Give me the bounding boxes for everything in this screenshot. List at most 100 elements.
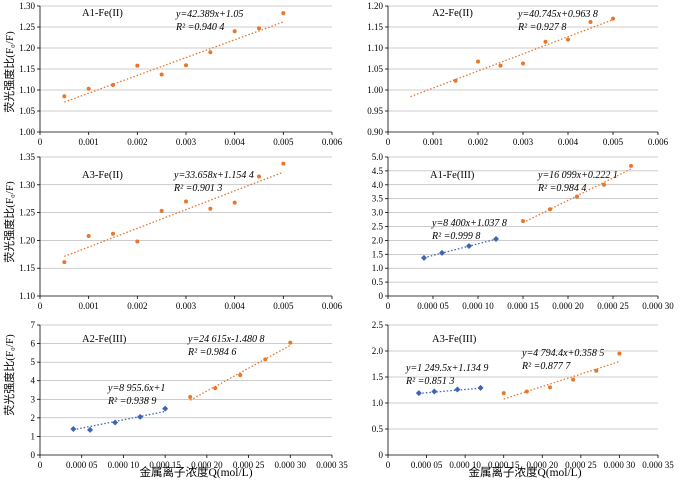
data-point bbox=[466, 242, 472, 249]
y-tick-label: 0 bbox=[31, 450, 36, 460]
data-point bbox=[594, 368, 599, 373]
y-tick-label: 1.15 bbox=[19, 64, 35, 74]
r-squared-label: R² =0.940 4 bbox=[175, 22, 224, 33]
panel-a1-fe3: 0 0.5 1.0 1.5 2.0 2.5 3.0 3.5 4.0 4.5 5.0 0 0.000 05… bbox=[372, 152, 675, 311]
trendline bbox=[503, 360, 620, 400]
y-tick-label: 1.0 bbox=[372, 263, 384, 273]
y-tick-label: 1.5 bbox=[372, 249, 384, 259]
data-point bbox=[415, 390, 422, 397]
y-tick-label: 3.0 bbox=[372, 208, 384, 218]
x-tick-label: 0.002 bbox=[468, 137, 488, 147]
y-tick-label: 5 bbox=[31, 357, 36, 367]
r-squared-label: R² =0.938 9 bbox=[107, 396, 156, 407]
data-point bbox=[62, 94, 67, 99]
y-tick-label: 1.15 bbox=[367, 22, 383, 32]
data-point bbox=[588, 19, 593, 24]
x-tick-label: 0 bbox=[386, 137, 391, 147]
data-point bbox=[498, 63, 503, 68]
x-tick-label: 0.004 bbox=[225, 301, 246, 311]
data-point bbox=[111, 231, 115, 236]
x-tick-label: 0.000 15 bbox=[507, 301, 539, 311]
data-point bbox=[575, 194, 579, 199]
y-tick-label: 4.0 bbox=[372, 180, 384, 190]
data-point bbox=[421, 254, 427, 261]
panel-a3-fe3: 0 0.5 1.0 1.5 2.0 2.5 0 0.000 05 0.000 10 0.000 1… bbox=[372, 320, 675, 470]
y-tick-label: 1.10 bbox=[19, 291, 35, 301]
x-tick-label: 0.003 bbox=[513, 137, 534, 147]
y-tick-label: 1 bbox=[31, 431, 36, 441]
r-squared-label: R² =0.984 6 bbox=[187, 347, 236, 358]
y-tick-label: 1.10 bbox=[367, 43, 383, 53]
data-point bbox=[263, 357, 268, 362]
regression-equation: y=42.389x+1.05 bbox=[175, 9, 243, 20]
data-point bbox=[602, 182, 606, 187]
data-point bbox=[548, 385, 552, 390]
x-tick-label: 0.001 bbox=[423, 137, 443, 147]
data-point bbox=[288, 340, 293, 345]
y-tick-label: 2.0 bbox=[372, 235, 384, 245]
panel-title: A3-Fe(II) bbox=[82, 170, 123, 181]
y-tick-label: 0.5 bbox=[372, 424, 384, 434]
data-point bbox=[501, 391, 506, 396]
x-tick-label: 0 bbox=[386, 460, 391, 470]
trendline bbox=[64, 21, 284, 103]
data-point bbox=[521, 61, 525, 66]
x-tick-label: 0.001 bbox=[79, 137, 99, 147]
x-tick-label: 0 bbox=[38, 137, 43, 147]
data-point bbox=[208, 206, 213, 211]
y-tick-label: 6 bbox=[31, 339, 36, 349]
data-point bbox=[571, 377, 576, 382]
data-point bbox=[86, 233, 91, 238]
data-point bbox=[62, 260, 67, 265]
y-tick-label: 1.20 bbox=[19, 235, 35, 245]
data-point bbox=[86, 86, 91, 91]
r-squared-label: R² =0.851 3 bbox=[405, 376, 454, 387]
regression-equation: y=33.658x+1.154 4 bbox=[173, 170, 254, 181]
data-point bbox=[524, 389, 529, 394]
y-axis-label-row1: 荧光强度比(F₀/F) bbox=[2, 31, 16, 113]
data-point bbox=[238, 373, 243, 378]
y-tick-label: 1.30 bbox=[19, 180, 35, 190]
data-point bbox=[188, 395, 193, 400]
x-tick-label: 0.000 15 bbox=[149, 460, 181, 470]
x-tick-label: 0 bbox=[386, 301, 391, 311]
x-tick-label: 0.004 bbox=[558, 137, 579, 147]
y-tick-label: 1.30 bbox=[19, 1, 35, 11]
data-point bbox=[476, 59, 480, 64]
y-tick-label: 1.05 bbox=[19, 106, 35, 116]
y-tick-label: 1.25 bbox=[19, 208, 35, 218]
panel-title: A2-Fe(II) bbox=[432, 8, 473, 19]
x-tick-label: 0.006 bbox=[322, 137, 343, 147]
r-squared-label: R² =0.999 8 bbox=[431, 231, 480, 242]
trendline bbox=[64, 171, 284, 258]
x-tick-label: 0.001 bbox=[79, 301, 99, 311]
x-tick-label: 0.000 05 bbox=[417, 301, 449, 311]
x-tick-label: 0.000 35 bbox=[316, 460, 348, 470]
x-tick-label: 0.000 20 bbox=[527, 460, 559, 470]
y-tick-label: 1.05 bbox=[367, 64, 383, 74]
x-tick-label: 0.000 30 bbox=[604, 460, 636, 470]
y-tick-label: 2.5 bbox=[372, 320, 384, 330]
y-tick-label: 1.0 bbox=[372, 398, 384, 408]
y-tick-label: 0 bbox=[379, 291, 384, 301]
data-point bbox=[159, 208, 164, 213]
x-tick-label: 0.000 05 bbox=[411, 460, 443, 470]
y-tick-label: 1.35 bbox=[19, 152, 35, 162]
data-point bbox=[257, 174, 261, 179]
x-tick-label: 0.000 10 bbox=[108, 460, 140, 470]
x-tick-label: 0.000 35 bbox=[642, 460, 674, 470]
data-point bbox=[477, 384, 484, 391]
data-point bbox=[232, 200, 237, 205]
data-point bbox=[184, 63, 188, 68]
y-tick-label: 0.5 bbox=[372, 277, 384, 287]
regression-equation: y=16 099x+0.222 1 bbox=[537, 170, 618, 181]
x-tick-label: 0.006 bbox=[322, 301, 343, 311]
x-tick-label: 0.004 bbox=[225, 137, 246, 147]
y-tick-label: 1.00 bbox=[19, 127, 35, 137]
y-tick-label: 7 bbox=[31, 320, 36, 330]
data-point bbox=[281, 11, 286, 16]
y-tick-label: 1.10 bbox=[19, 85, 35, 95]
y-tick-label: 3.5 bbox=[372, 194, 384, 204]
y-tick-label: 2.5 bbox=[372, 222, 384, 232]
